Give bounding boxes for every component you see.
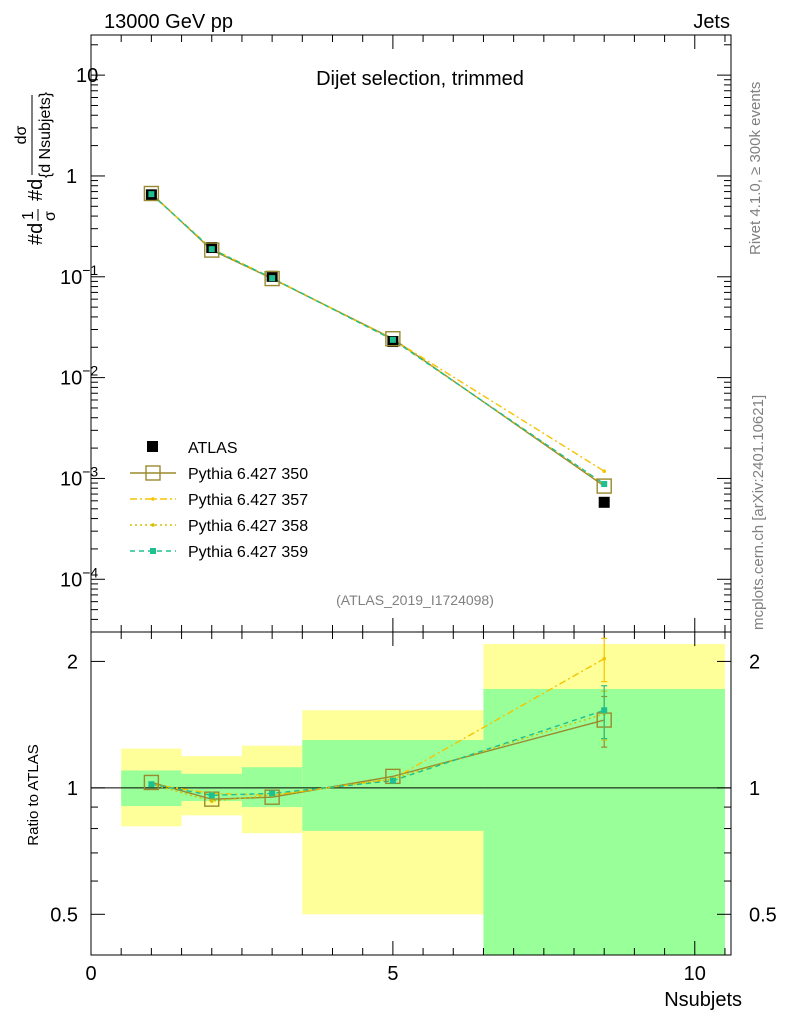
ylabel-sigma: σ (42, 211, 59, 221)
main-series-point-0 (143, 185, 160, 202)
ratio-series-point-3 (601, 707, 608, 714)
legend-marker-359 (150, 548, 156, 554)
main-series-line-1 (150, 193, 605, 472)
ratio-y-tick-label-right: 0.5 (749, 904, 777, 926)
legend-label-358: Pythia 6.427 358 (188, 518, 308, 535)
legend: ATLAS Pythia 6.427 350 Pythia 6.427 357 … (130, 440, 308, 561)
legend-label-357: Pythia 6.427 357 (188, 492, 308, 509)
legend-label-atlas: ATLAS (188, 440, 238, 457)
main-y-tick-exponent: −1 (82, 262, 98, 278)
legend-marker-350 (145, 465, 161, 481)
main-series-point-3 (208, 246, 215, 253)
main-plot-frame (90, 34, 732, 633)
header-right: Jets (693, 11, 730, 33)
ylabel-den: {d Nsubjets} (37, 91, 54, 178)
x-axis-label: Nsubjets (664, 989, 742, 1011)
main-y-tick-exponent: −3 (82, 463, 98, 479)
ratio-series-point-1 (602, 656, 607, 661)
legend-marker-358 (151, 523, 155, 527)
main-series-point-1 (602, 469, 607, 473)
ratio-x-tick-label: 5 (387, 963, 398, 985)
ratio-plot-frame (90, 631, 732, 956)
main-y-tick-label: 10 (76, 65, 98, 87)
main-y-tick-exponent: −2 (82, 363, 98, 379)
main-y-tick-label: 10−1 (60, 262, 98, 289)
main-y-tick-label: 1 (66, 166, 77, 188)
rivet-label: Rivet 4.1.0, ≥ 300k events (747, 82, 764, 255)
ratio-series-point-3 (208, 792, 215, 799)
main-y-label: #d 1 σ #d dσ {d Nsubjets} (13, 91, 59, 245)
ratio-series-point-0 (143, 774, 160, 791)
atlas-data-point (598, 496, 610, 508)
mcplots-label: mcplots.cern.ch [arXiv:2401.10621] (750, 395, 767, 630)
ratio-uncertainty-bands (121, 644, 725, 955)
ylabel-one: 1 (20, 211, 37, 220)
ylabel-num: dσ (13, 125, 30, 144)
legend-marker-357 (151, 497, 155, 501)
ratio-series-markers (143, 637, 612, 807)
legend-label-359: Pythia 6.427 359 (188, 544, 308, 561)
main-series-point-3 (148, 191, 155, 198)
ylabel-mid: #d (25, 179, 47, 201)
ratio-series-point-3 (269, 790, 276, 797)
analysis-label: (ATLAS_2019_I1724098) (336, 592, 494, 608)
ratio-series-point-3 (148, 781, 155, 788)
ratio-series-point-3 (389, 777, 396, 784)
ratio-y-tick-label-right: 1 (749, 778, 760, 800)
ratio-y-tick-label-left: 1 (67, 778, 78, 800)
legend-label-350: Pythia 6.427 350 (188, 466, 308, 483)
main-y-tick-label: 10−3 (60, 463, 98, 490)
main-series-point-0 (264, 270, 280, 287)
header-left: 13000 GeV pp (104, 11, 233, 33)
ylabel-prefix: #d (25, 223, 47, 245)
ratio-x-tick-label: 0 (85, 963, 96, 985)
ratio-band-green-3 (302, 739, 484, 831)
plot-title: Dijet selection, trimmed (316, 68, 524, 90)
ratio-series-point-0 (264, 789, 280, 805)
main-series-point-0 (204, 242, 220, 258)
main-series-point-3 (601, 481, 608, 488)
main-y-tick-label: 10−2 (60, 363, 98, 390)
ratio-series-line-2 (151, 713, 605, 802)
main-series-markers (143, 185, 612, 508)
ratio-y-tick-label-right: 2 (749, 651, 760, 673)
ratio-y-tick-label-left: 0.5 (50, 904, 78, 926)
ratio-band-green-2 (241, 767, 303, 808)
ratio-series-point-2 (209, 799, 214, 803)
ratio-y-label: Ratio to ATLAS (25, 744, 42, 845)
ratio-x-tick-label: 10 (684, 963, 706, 985)
main-series-point-0 (385, 331, 401, 347)
main-series-point-3 (389, 336, 396, 343)
main-y-tick-label: 10−4 (60, 564, 98, 591)
main-y-tick-exponent: −4 (82, 564, 98, 580)
main-series-point-0 (596, 478, 612, 494)
ratio-y-tick-label-left: 2 (67, 651, 78, 673)
legend-marker-atlas (147, 441, 158, 452)
main-series-point-3 (269, 275, 276, 282)
